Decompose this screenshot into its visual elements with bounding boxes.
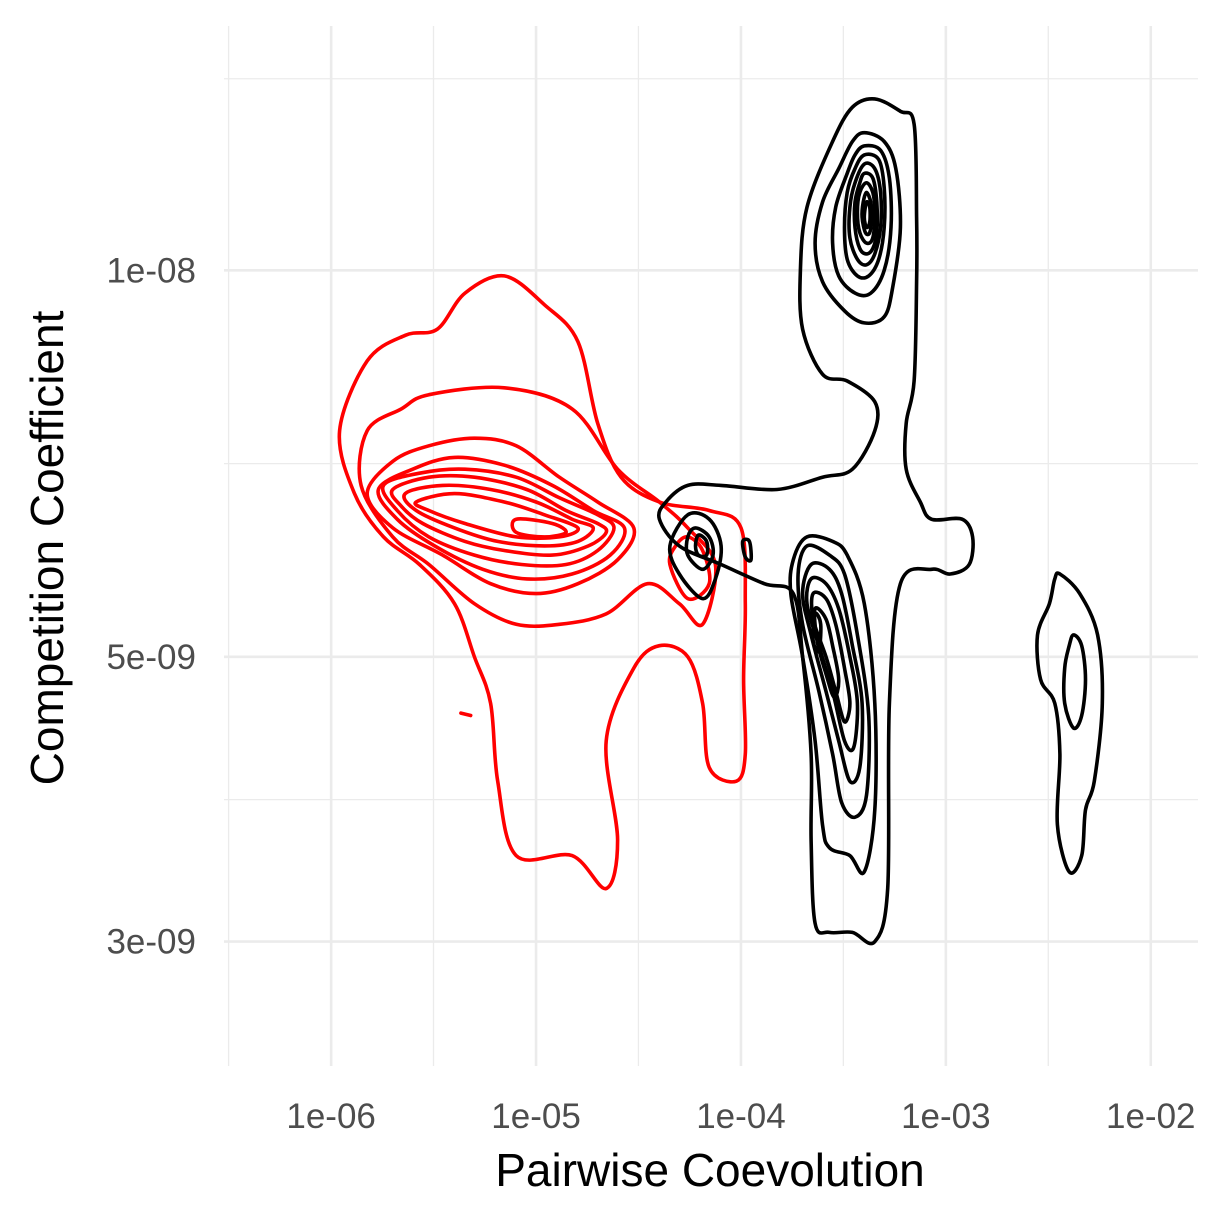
contour-line [376,455,627,581]
contour-line [1035,571,1105,875]
x-tick-label: 1e-06 [286,1097,376,1136]
y-tick-label: 3e-09 [106,923,196,962]
x-tick-label: 1e-04 [696,1097,786,1136]
contour-line [510,517,568,539]
x-tick-label: 1e-05 [491,1097,581,1136]
contour-line [413,491,581,541]
contour-line [788,534,878,876]
x-axis-title: Pairwise Coevolution [495,1144,925,1196]
contour-line [357,385,718,629]
tick-labels: 1e-06 1e-05 1e-04 1e-03 1e-02 3e-09 5e-09 1e-08 [106,251,1195,1136]
contour-line [1062,633,1088,731]
contour-line [852,171,880,256]
contour-line [365,436,637,596]
y-tick-label: 5e-09 [106,638,196,677]
contour-line [337,273,748,891]
y-tick-label: 1e-08 [106,251,196,290]
contour-line [796,543,872,820]
contour-line [813,130,903,326]
contour-line [459,711,473,718]
contour-line [380,467,616,568]
contour-line [855,181,877,246]
contour-line [812,606,841,700]
contour-line [667,535,712,601]
contour-line [693,533,710,559]
contour-line [402,483,596,548]
contour-series-2 [657,96,1105,946]
contour-line [667,511,724,601]
x-tick-label: 1e-03 [901,1097,991,1136]
contour-line [862,199,872,230]
contour-line [830,143,894,298]
contour-lines [337,96,1105,946]
contour-line [684,526,716,572]
contour-line [389,473,609,558]
contour-series-1 [337,273,748,891]
x-tick-label: 1e-02 [1106,1097,1196,1136]
contour-line [800,561,865,785]
contour-line [847,161,884,267]
contour-line [842,152,887,280]
grid [224,26,1198,1066]
y-axis-title: Competition Coefficient [21,310,73,785]
contour-line [860,190,874,237]
contour-line [811,611,823,654]
contour-line [657,96,975,946]
contour-line [740,537,754,563]
